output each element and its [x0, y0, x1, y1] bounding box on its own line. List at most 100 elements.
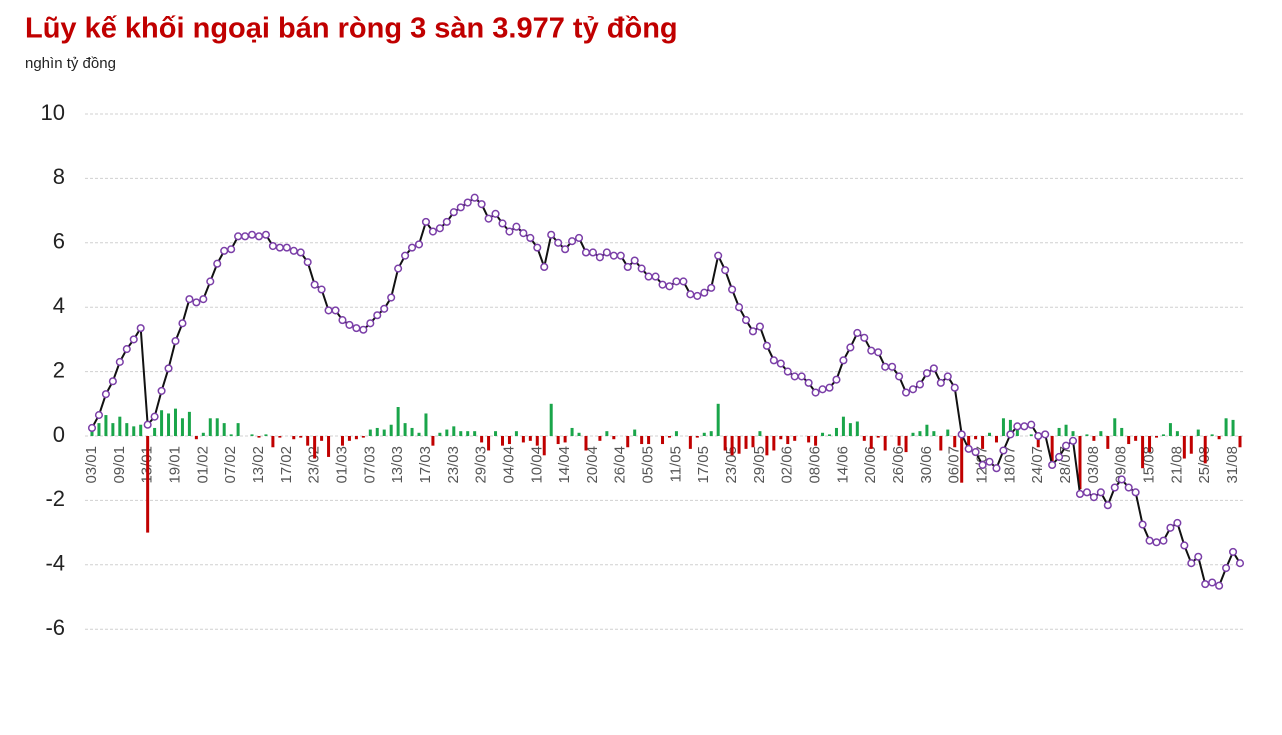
bar: [306, 436, 310, 446]
line-marker: [241, 232, 250, 241]
x-tick-label: 01/02: [194, 446, 211, 484]
line-marker: [1110, 483, 1119, 492]
bar: [1231, 419, 1235, 436]
line-marker: [519, 229, 528, 238]
bar: [1036, 436, 1040, 448]
bar: [674, 431, 678, 436]
bar: [730, 436, 734, 456]
bar: [173, 408, 177, 436]
bar: [250, 434, 254, 436]
line-marker: [421, 217, 431, 226]
line-marker: [199, 295, 208, 304]
bar: [647, 436, 651, 445]
x-tick-label: 13/02: [250, 446, 267, 484]
bar: [897, 436, 901, 446]
line-marker: [957, 430, 966, 439]
bar: [556, 436, 560, 445]
line-marker: [776, 359, 785, 368]
bar: [633, 429, 637, 436]
line-marker: [1075, 489, 1085, 499]
line-marker: [178, 319, 187, 328]
bar: [187, 411, 191, 436]
bar: [257, 436, 261, 438]
line-marker: [87, 423, 97, 433]
line-marker: [192, 298, 201, 307]
line-marker: [456, 203, 465, 212]
line-marker: [574, 233, 584, 243]
bar: [904, 436, 908, 453]
bar: [612, 436, 616, 440]
bar: [1238, 436, 1242, 448]
line-marker: [658, 280, 667, 289]
line-marker: [936, 378, 945, 387]
bar: [167, 413, 171, 436]
line-marker: [1013, 422, 1022, 431]
line-marker: [1131, 488, 1140, 497]
x-tick-label: 02/06: [779, 446, 796, 484]
x-tick-label: 07/02: [222, 446, 239, 484]
line-marker: [213, 259, 222, 268]
bar: [1001, 418, 1005, 436]
bar: [869, 436, 873, 449]
line-marker: [1215, 581, 1224, 590]
line-marker: [1222, 563, 1231, 573]
bar: [772, 436, 776, 451]
bar: [834, 427, 838, 436]
bar: [396, 407, 400, 436]
bar: [480, 436, 484, 443]
line-marker: [888, 362, 897, 371]
bar: [688, 436, 692, 449]
bar: [382, 429, 386, 436]
line-marker: [707, 283, 716, 292]
line-marker: [526, 233, 535, 243]
line-marker: [623, 262, 632, 272]
x-tick-label: 09/08: [1113, 446, 1130, 484]
line-marker: [234, 232, 243, 241]
bar: [598, 436, 602, 441]
bar: [1161, 434, 1165, 436]
line-marker: [484, 214, 493, 223]
line-marker: [122, 345, 131, 354]
line-marker: [247, 230, 257, 239]
bar: [828, 434, 832, 436]
line-marker: [547, 230, 556, 239]
line-marker: [505, 227, 514, 236]
x-tick-label: 17/03: [417, 446, 434, 484]
line-marker: [811, 388, 820, 397]
bar: [424, 413, 428, 436]
x-tick-label: 28/07: [1057, 446, 1074, 484]
x-tick-label: 14/06: [834, 446, 851, 484]
bar: [709, 431, 713, 436]
bar: [389, 424, 393, 436]
bar: [702, 432, 706, 436]
line-marker: [442, 217, 451, 226]
bar: [786, 436, 790, 445]
line-marker: [254, 232, 264, 241]
line-marker: [1166, 523, 1175, 532]
x-tick-label: 06/07: [946, 446, 963, 484]
line-marker: [268, 241, 277, 251]
line-marker: [797, 372, 806, 381]
line-marker: [1208, 578, 1217, 587]
bar: [841, 416, 845, 436]
y-tick-label: -6: [45, 615, 65, 640]
bar: [765, 436, 769, 456]
line-marker: [477, 200, 486, 209]
x-tick-label: 31/08: [1224, 446, 1241, 484]
y-tick-label: 8: [53, 164, 65, 189]
line-marker: [804, 378, 813, 387]
bar: [667, 436, 671, 438]
bar: [1057, 427, 1061, 436]
line-marker: [943, 372, 952, 381]
x-tick-label: 07/03: [361, 446, 378, 484]
line-marker: [762, 341, 771, 350]
line-marker: [741, 316, 751, 325]
bar: [758, 431, 762, 436]
line-marker: [115, 357, 124, 366]
bar: [1182, 436, 1186, 459]
bar: [1155, 436, 1159, 438]
line-marker: [101, 390, 110, 399]
x-tick-label: 17/02: [278, 446, 295, 484]
line-marker: [700, 288, 709, 297]
